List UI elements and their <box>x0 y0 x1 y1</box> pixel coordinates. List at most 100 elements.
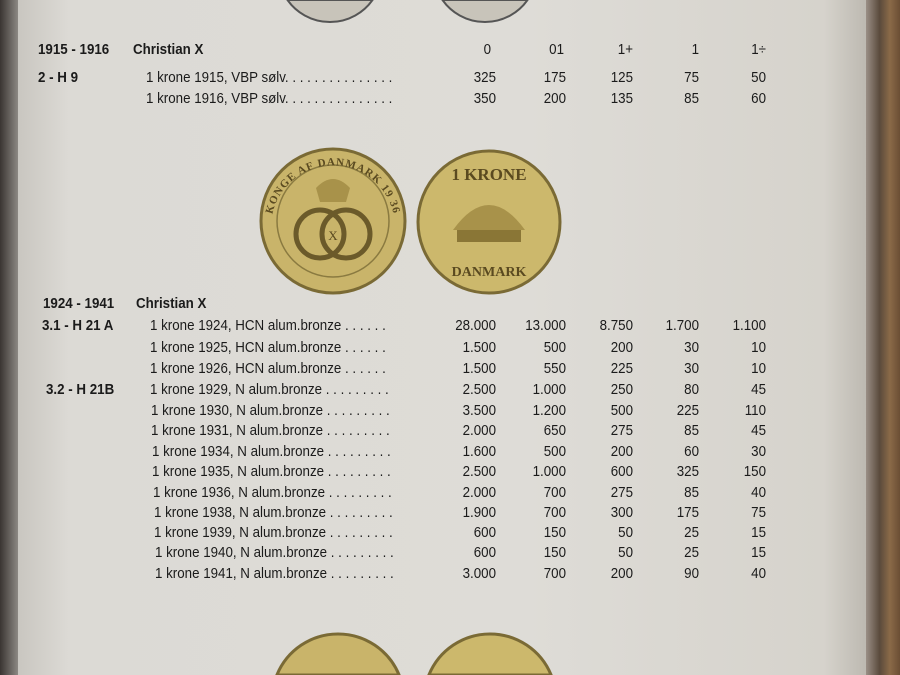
price-value: 135 <box>610 91 633 107</box>
coin-images-top <box>286 0 529 23</box>
price-value: 150 <box>743 464 766 480</box>
price-value: 350 <box>473 91 496 107</box>
price-value: 1.700 <box>665 318 699 334</box>
coin-description: 1 krone 1924, HCN alum.bronze . . . . . … <box>150 318 386 334</box>
grade-column-header: 1 <box>691 42 699 58</box>
price-value: 85 <box>684 485 699 501</box>
coin-obverse: X KONGE AF DANMARK 19 36 <box>259 147 407 295</box>
price-value: 25 <box>684 525 699 541</box>
price-value: 2.000 <box>462 423 496 439</box>
price-value: 500 <box>543 444 566 460</box>
svg-text:X: X <box>328 228 338 243</box>
section-years: 1924 - 1941 <box>43 296 115 312</box>
price-value: 28.000 <box>455 318 496 334</box>
price-value: 275 <box>610 423 633 439</box>
price-value: 500 <box>610 403 633 419</box>
coin-description: 1 krone 1915, VBP sølv. . . . . . . . . … <box>146 70 393 86</box>
section-years: 1915 - 1916 <box>38 42 110 58</box>
price-value: 75 <box>684 70 699 86</box>
price-value: 500 <box>543 340 566 356</box>
catalogue-code: 3.1 - H 21 A <box>42 318 114 334</box>
price-value: 700 <box>543 566 566 582</box>
price-value: 30 <box>684 340 699 356</box>
price-value: 225 <box>676 403 699 419</box>
price-value: 600 <box>473 525 496 541</box>
price-value: 325 <box>473 70 496 86</box>
price-value: 150 <box>543 525 566 541</box>
price-value: 90 <box>684 566 699 582</box>
price-value: 200 <box>543 91 566 107</box>
price-value: 25 <box>684 545 699 561</box>
price-value: 80 <box>684 382 699 398</box>
grade-column-header: 01 <box>549 42 564 58</box>
price-value: 3.000 <box>462 566 496 582</box>
price-value: 200 <box>610 340 633 356</box>
price-value: 10 <box>751 340 766 356</box>
price-value: 225 <box>610 361 633 377</box>
price-value: 15 <box>751 545 766 561</box>
price-value: 85 <box>684 91 699 107</box>
coin-description: 1 krone 1938, N alum.bronze . . . . . . … <box>153 505 393 521</box>
price-value: 2.000 <box>462 485 496 501</box>
catalogue-code: 3.2 - H 21B <box>46 382 115 398</box>
price-value: 50 <box>618 525 633 541</box>
price-value: 1.500 <box>462 340 496 356</box>
price-value: 1.200 <box>532 403 566 419</box>
price-value: 110 <box>744 403 766 419</box>
price-value: 700 <box>543 505 566 521</box>
coin-description: 1 krone 1925, HCN alum.bronze . . . . . … <box>150 340 386 356</box>
price-value: 1.500 <box>462 361 496 377</box>
price-value: 2.500 <box>462 464 496 480</box>
price-value: 175 <box>676 505 699 521</box>
price-value: 1.000 <box>532 382 566 398</box>
svg-text:DANMARK: DANMARK <box>452 265 527 280</box>
price-value: 600 <box>610 464 633 480</box>
price-value: 10 <box>751 361 766 377</box>
price-value: 250 <box>610 382 633 398</box>
svg-text:1 KRONE: 1 KRONE <box>451 165 526 184</box>
price-value: 175 <box>543 70 566 86</box>
price-value: 2.500 <box>462 382 496 398</box>
coin-description: 1 krone 1929, N alum.bronze . . . . . . … <box>150 382 389 398</box>
price-value: 1.100 <box>732 318 766 334</box>
price-value: 125 <box>610 70 633 86</box>
price-value: 1.600 <box>462 444 496 460</box>
price-value: 700 <box>543 485 566 501</box>
price-value: 75 <box>751 505 766 521</box>
price-value: 550 <box>543 361 566 377</box>
price-value: 40 <box>751 566 766 582</box>
price-value: 325 <box>676 464 699 480</box>
price-value: 1.900 <box>462 505 496 521</box>
price-value: 85 <box>684 423 699 439</box>
coin-description: 1 krone 1940, N alum.bronze . . . . . . … <box>154 545 394 561</box>
price-value: 45 <box>751 423 766 439</box>
coin-description: 1 krone 1939, N alum.bronze . . . . . . … <box>154 525 393 541</box>
coin-images-bottom <box>275 632 553 675</box>
grade-column-header: 0 <box>483 42 491 58</box>
coin-description: 1 krone 1941, N alum.bronze . . . . . . … <box>155 566 395 582</box>
coin-description: 1 krone 1935, N alum.bronze . . . . . . … <box>152 464 392 480</box>
price-value: 150 <box>543 545 566 561</box>
price-value: 13.000 <box>525 318 566 334</box>
price-value: 40 <box>751 485 766 501</box>
price-value: 650 <box>543 423 566 439</box>
coin-description: 1 krone 1930, N alum.bronze . . . . . . … <box>150 403 390 419</box>
coin-reverse: 1 KRONE DANMARK <box>416 149 562 295</box>
price-value: 60 <box>751 91 766 107</box>
coin-description: 1 krone 1936, N alum.bronze . . . . . . … <box>153 485 392 501</box>
price-value: 50 <box>618 545 633 561</box>
price-value: 60 <box>684 444 699 460</box>
coin-description: 1 krone 1926, HCN alum.bronze . . . . . … <box>150 361 386 377</box>
section-king: Christian X <box>136 296 207 312</box>
catalogue-page <box>18 0 866 675</box>
price-value: 1.000 <box>532 464 566 480</box>
coin-description: 1 krone 1916, VBP sølv. . . . . . . . . … <box>146 91 393 107</box>
grade-column-header: 1+ <box>617 42 633 58</box>
price-value: 275 <box>610 485 633 501</box>
coin-description: 1 krone 1934, N alum.bronze . . . . . . … <box>151 444 391 460</box>
section-king: Christian X <box>133 42 204 58</box>
page-edge-background <box>866 0 900 675</box>
price-value: 45 <box>751 382 766 398</box>
price-value: 15 <box>751 525 766 541</box>
price-value: 200 <box>610 444 633 460</box>
